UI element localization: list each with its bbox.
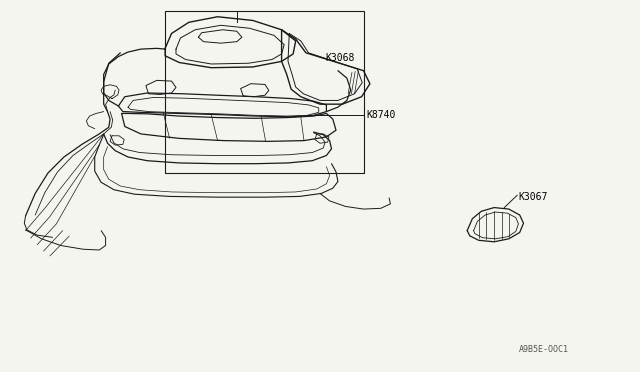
Bar — [165, 11, 364, 173]
Text: K3067: K3067 — [518, 192, 548, 202]
Text: K3068: K3068 — [325, 53, 355, 62]
Text: A9B5E-OOC1: A9B5E-OOC1 — [518, 345, 568, 354]
Text: K8740: K8740 — [366, 110, 396, 120]
